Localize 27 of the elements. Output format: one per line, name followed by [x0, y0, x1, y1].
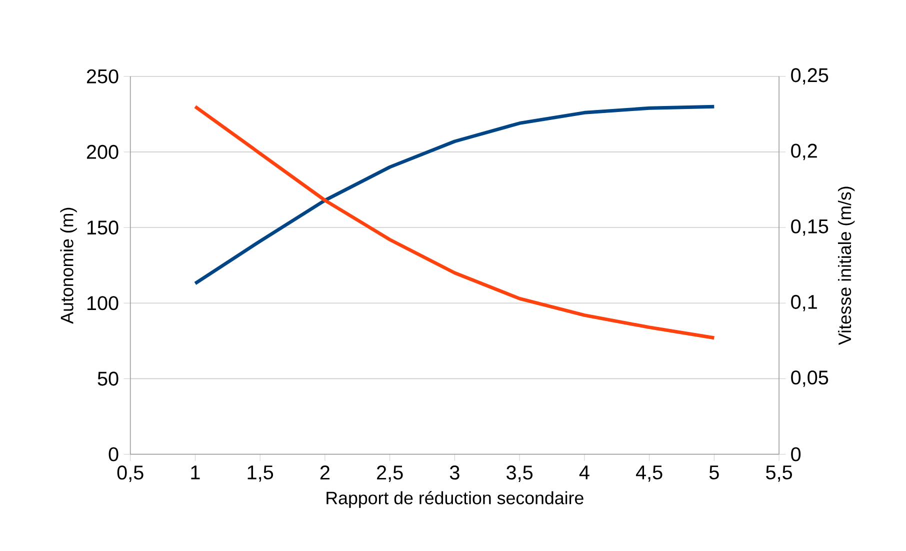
- y2-tick-label: 0,2: [791, 144, 817, 160]
- line-series: [193, 104, 716, 285]
- x-tick-label: 4,5: [636, 465, 662, 482]
- x-tick-label: 1,5: [248, 465, 274, 482]
- y2-tick-label: 0,25: [791, 68, 828, 84]
- x-axis-title: Rapport de réduction secondaire: [326, 490, 584, 508]
- x-tick-label: 2: [320, 465, 330, 480]
- y2-tick-label: 0,15: [791, 219, 828, 236]
- y-tick-label: 250: [86, 69, 118, 84]
- x-tick-label: 4: [579, 465, 590, 479]
- y2-tick-label: 0,1: [791, 294, 817, 312]
- y2-tick-label: 0,05: [791, 370, 828, 387]
- y-tick-label: 150: [87, 220, 118, 234]
- y-axis-title: Autonomie (m): [60, 208, 77, 324]
- y-tick-label: 100: [87, 296, 118, 310]
- x-tick-label: 3,5: [506, 465, 533, 482]
- x-tick-label: 3: [450, 465, 460, 480]
- y-tick-label: 200: [86, 144, 118, 159]
- y2-axis-title: Vitesse initiale (m/s): [838, 186, 855, 345]
- x-tick-label: 5,5: [766, 465, 792, 482]
- y-tick-label: 0: [108, 447, 118, 462]
- y-tick-label: 50: [98, 371, 118, 386]
- x-tick-label: 1: [191, 465, 200, 479]
- x-tick-label: 5: [709, 465, 719, 480]
- y2-tick-label: 0: [791, 447, 801, 462]
- x-tick-label: 0,5: [117, 465, 144, 482]
- x-tick-label: 2,5: [377, 465, 403, 482]
